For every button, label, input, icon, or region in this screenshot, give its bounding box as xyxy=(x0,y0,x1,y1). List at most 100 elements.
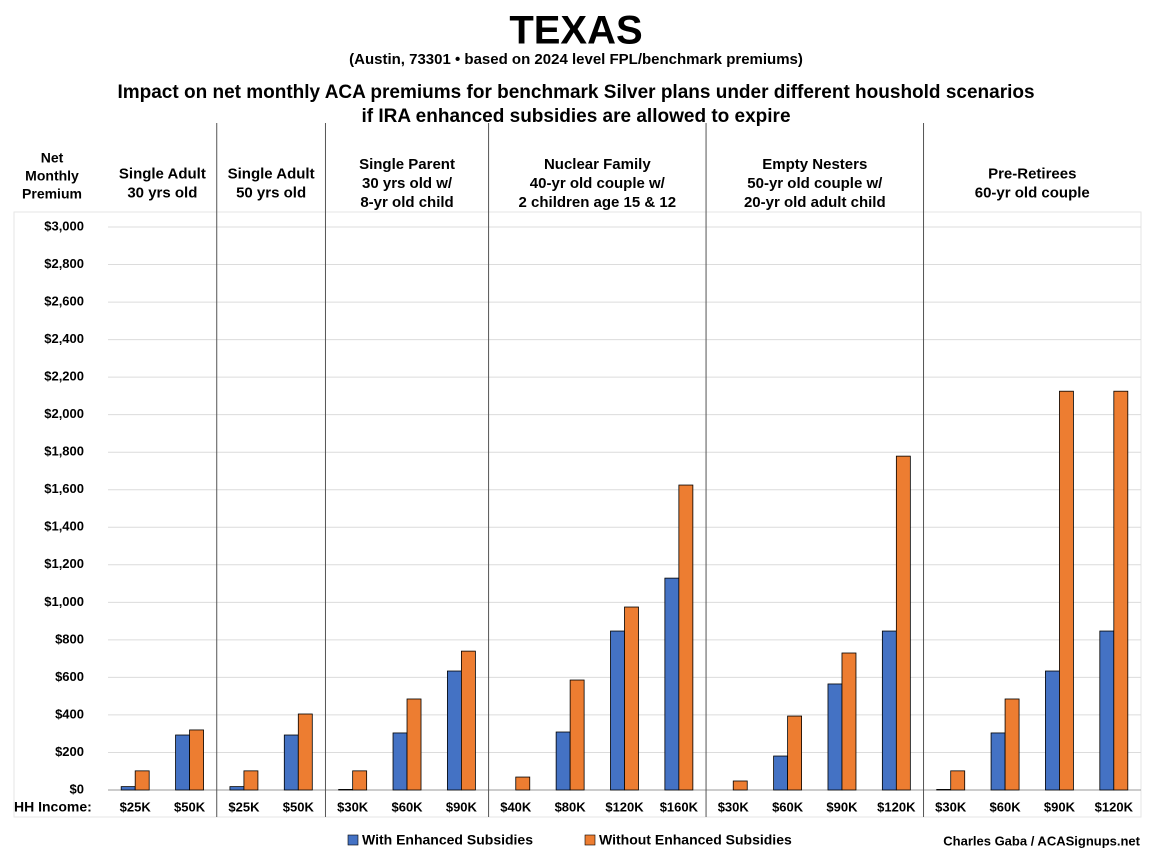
x-tick-label: $50K xyxy=(283,799,315,814)
bar xyxy=(352,770,368,791)
y-tick-label: $1,400 xyxy=(44,519,84,534)
bar xyxy=(773,755,789,791)
x-tick-label: $30K xyxy=(935,799,967,814)
bar xyxy=(610,630,625,791)
bar xyxy=(1099,630,1115,791)
bar xyxy=(555,731,571,791)
bar xyxy=(827,683,843,791)
x-tick-label: $90K xyxy=(1044,799,1076,814)
plot-frame xyxy=(13,211,1142,818)
y-tick-label: $3,000 xyxy=(44,218,84,233)
credit: Charles Gaba / ACASignups.net xyxy=(943,833,1140,848)
heading: if IRA enhanced subsidies are allowed to… xyxy=(361,106,790,127)
y-tick-label: $200 xyxy=(55,744,84,759)
bar xyxy=(406,698,422,791)
bar xyxy=(229,786,245,791)
x-tick-label: $120K xyxy=(1095,799,1134,814)
group-label: 40-yr old couple w/ xyxy=(530,175,666,192)
x-tick-label: $120K xyxy=(605,799,644,814)
y-tick-label: $2,600 xyxy=(44,294,84,309)
group-label: 30 yrs old xyxy=(127,184,197,201)
group-label: Nuclear Family xyxy=(544,156,651,173)
group-label: 50 yrs old xyxy=(236,184,306,201)
bar xyxy=(1045,670,1060,791)
bar xyxy=(297,713,313,791)
x-tick-label: $80K xyxy=(555,799,587,814)
group-label: 8-yr old child xyxy=(360,194,453,211)
heading: Impact on net monthly ACA premiums for b… xyxy=(117,82,1034,103)
y-axis-label: Monthly xyxy=(25,168,79,184)
group-label: Pre-Retirees xyxy=(988,165,1076,182)
x-tick-label: $60K xyxy=(391,799,423,814)
x-tick-label: $90K xyxy=(446,799,478,814)
y-tick-label: $400 xyxy=(55,706,84,721)
bar xyxy=(134,770,150,791)
x-tick-label: $120K xyxy=(877,799,916,814)
y-tick-label: $800 xyxy=(55,631,84,646)
x-tick-label: $25K xyxy=(120,799,152,814)
bar xyxy=(283,734,299,791)
y-tick-label: $2,200 xyxy=(44,369,84,384)
y-tick-label: $600 xyxy=(55,669,84,684)
bar xyxy=(841,652,857,791)
group-label: 60-yr old couple xyxy=(975,184,1090,201)
bar xyxy=(515,776,531,791)
x-axis-label: HH Income: xyxy=(14,799,92,815)
x-tick-label: $30K xyxy=(337,799,369,814)
x-tick-label: $60K xyxy=(990,799,1022,814)
y-tick-label: $1,600 xyxy=(44,481,84,496)
bar xyxy=(189,729,204,791)
group-label: 30 yrs old w/ xyxy=(362,175,453,192)
bar xyxy=(787,715,803,791)
legend-label: With Enhanced Subsidies xyxy=(362,832,533,848)
bar xyxy=(175,734,190,791)
y-tick-label: $1,000 xyxy=(44,594,84,609)
bar xyxy=(1004,698,1020,791)
bar xyxy=(950,770,966,791)
legend-swatch xyxy=(584,834,596,846)
y-axis-label: Premium xyxy=(22,186,82,202)
bar xyxy=(569,679,585,791)
bar xyxy=(664,577,680,791)
bar xyxy=(460,650,476,791)
y-tick-label: $1,800 xyxy=(44,444,84,459)
bar xyxy=(243,770,259,791)
chart-title: TEXAS xyxy=(509,9,642,53)
y-axis-label: Net xyxy=(41,150,64,166)
x-tick-label: $25K xyxy=(228,799,260,814)
x-tick-label: $90K xyxy=(826,799,858,814)
bar xyxy=(446,670,462,791)
x-tick-label: $160K xyxy=(660,799,699,814)
chart-subtitle: (Austin, 73301 • based on 2024 level FPL… xyxy=(349,51,803,68)
legend-swatch xyxy=(347,834,359,846)
bar xyxy=(338,789,354,791)
y-tick-label: $2,400 xyxy=(44,331,84,346)
group-label: 50-yr old couple w/ xyxy=(747,175,883,192)
bar xyxy=(936,789,952,791)
bar xyxy=(1113,390,1129,791)
bar xyxy=(895,455,911,791)
group-label: Single Adult xyxy=(228,165,315,182)
bar xyxy=(678,484,694,791)
bar xyxy=(624,606,639,791)
bar xyxy=(990,732,1006,791)
group-label: Single Adult xyxy=(119,165,206,182)
bar xyxy=(732,780,748,791)
x-tick-label: $30K xyxy=(718,799,750,814)
x-tick-label: $60K xyxy=(772,799,804,814)
bar xyxy=(392,732,408,791)
bar xyxy=(1059,390,1074,791)
legend-label: Without Enhanced Subsidies xyxy=(599,832,792,848)
y-tick-label: $2,800 xyxy=(44,256,84,271)
bar xyxy=(120,786,136,791)
group-label: 2 children age 15 & 12 xyxy=(519,194,677,211)
bar xyxy=(881,630,897,791)
group-label: Single Parent xyxy=(359,156,455,173)
y-tick-label: $2,000 xyxy=(44,406,84,421)
x-tick-label: $40K xyxy=(500,799,532,814)
x-tick-label: $50K xyxy=(174,799,206,814)
y-tick-label: $1,200 xyxy=(44,556,84,571)
y-tick-label: $0 xyxy=(70,781,84,796)
group-label: Empty Nesters xyxy=(762,156,867,173)
